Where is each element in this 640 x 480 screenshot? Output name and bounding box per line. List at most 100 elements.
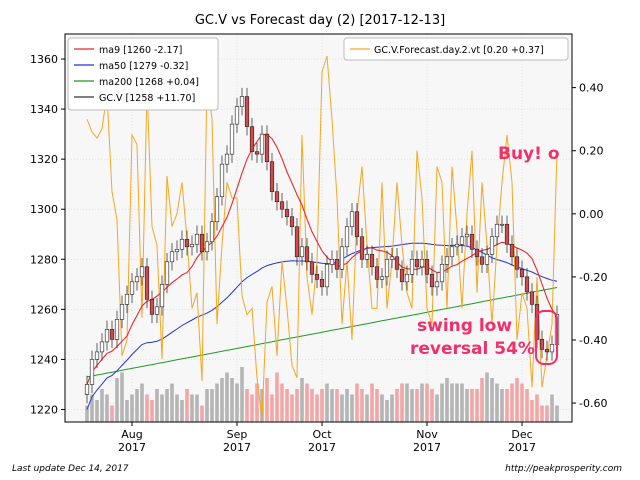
- x-tick-label: Dec: [511, 428, 532, 441]
- candle-body: [204, 241, 210, 253]
- legend-label: ma50 [1279 -0.32]: [99, 61, 188, 72]
- volume-bar: [335, 389, 339, 422]
- candle-body: [494, 223, 500, 238]
- volume-bar: [330, 389, 334, 422]
- candle-body: [389, 256, 395, 260]
- candle-body: [329, 258, 335, 265]
- candle-body: [84, 384, 90, 395]
- candle-body: [114, 319, 120, 340]
- candle-body: [154, 306, 160, 315]
- candle-body: [544, 349, 550, 353]
- volume-bar: [205, 389, 209, 422]
- candle-body: [344, 226, 350, 248]
- volume-bar: [445, 378, 449, 422]
- candle-body: [229, 123, 235, 155]
- candle-body: [89, 359, 95, 385]
- legend-left-box: [67, 37, 219, 111]
- volume-bar: [310, 389, 314, 422]
- y-tick-label: 1360: [30, 53, 58, 66]
- volume-bar: [455, 383, 459, 422]
- y-tick-label: 1240: [30, 353, 58, 366]
- candle-body: [244, 96, 250, 127]
- volume-bar: [415, 389, 419, 422]
- candle-body: [334, 258, 340, 270]
- x-tick-label: Aug: [121, 428, 142, 441]
- y-tick-label: 1300: [30, 203, 58, 216]
- candle-body: [179, 238, 185, 250]
- volume-bar: [180, 400, 184, 422]
- candle-body: [314, 274, 320, 280]
- candle-body: [429, 274, 435, 288]
- y2-tick-label: 0.20: [579, 145, 604, 158]
- volume-bar: [450, 383, 454, 422]
- candle-body: [369, 253, 375, 268]
- volume-bar: [290, 394, 294, 422]
- volume-bar: [555, 405, 559, 422]
- volume-bar: [295, 389, 299, 422]
- volume-bar: [265, 378, 269, 422]
- volume-bar: [550, 394, 554, 422]
- volume-bar: [475, 389, 479, 422]
- volume-bar: [240, 367, 244, 422]
- volume-bar: [340, 394, 344, 422]
- ma200-line: [86, 287, 558, 378]
- candle-body: [454, 243, 460, 248]
- volume-bar: [320, 389, 324, 422]
- volume-bar: [210, 389, 214, 422]
- candle-body: [104, 329, 110, 343]
- volume-bar: [405, 383, 409, 422]
- candle-body: [514, 256, 520, 270]
- candle-body: [99, 341, 105, 353]
- volume-bar: [465, 389, 469, 422]
- volume-bar: [490, 378, 494, 422]
- volume-bar: [365, 394, 369, 422]
- volume-bar: [125, 400, 129, 422]
- y2-tick-label: 0.40: [579, 82, 604, 95]
- volume-bar: [520, 383, 524, 422]
- candle-body: [234, 106, 240, 125]
- candle-body: [364, 253, 370, 260]
- swing-low-annotation: swing low: [417, 316, 512, 336]
- volume-bar: [470, 389, 474, 422]
- volume-bar: [390, 394, 394, 422]
- volume-bar: [255, 383, 259, 422]
- candle-body: [194, 233, 200, 245]
- volume-bar: [190, 394, 194, 422]
- volume-bar: [410, 389, 414, 422]
- candle-body: [249, 126, 255, 152]
- chart-title: GC.V vs Forecast day (2) [2017-12-13]: [195, 13, 445, 28]
- candle-body: [424, 258, 430, 275]
- volume-bar: [135, 389, 139, 422]
- volume-bar: [195, 394, 199, 422]
- candle-body: [439, 263, 445, 283]
- volume-bar: [525, 389, 529, 422]
- candle-body: [484, 253, 490, 265]
- volume-bar: [185, 389, 189, 422]
- y2-tick-label: -0.20: [579, 271, 607, 284]
- x-tick-label: Oct: [312, 428, 332, 441]
- volume-bar: [130, 394, 134, 422]
- volume-bar: [105, 394, 109, 422]
- volume-bar: [85, 405, 89, 422]
- candle-body: [549, 344, 555, 353]
- reversal-annotation: reversal 54%: [410, 339, 535, 359]
- volume-bar: [325, 383, 329, 422]
- candle-body: [129, 281, 135, 295]
- candle-body: [134, 276, 140, 283]
- candle-body: [299, 246, 305, 258]
- volume-bar: [140, 383, 144, 422]
- candle-body: [289, 216, 295, 228]
- volume-bar: [360, 389, 364, 422]
- volume-bar: [420, 383, 424, 422]
- y-tick-label: 1320: [30, 153, 58, 166]
- candle-body: [519, 269, 525, 278]
- y-tick-label: 1280: [30, 253, 58, 266]
- volume-bar: [250, 394, 254, 422]
- volume-bar: [175, 394, 179, 422]
- volume-bar: [220, 378, 224, 422]
- candle-body: [149, 299, 155, 315]
- candle-body: [319, 279, 325, 288]
- candle-body: [259, 133, 265, 155]
- y-tick-label: 1260: [30, 303, 58, 316]
- candle-body: [444, 256, 450, 265]
